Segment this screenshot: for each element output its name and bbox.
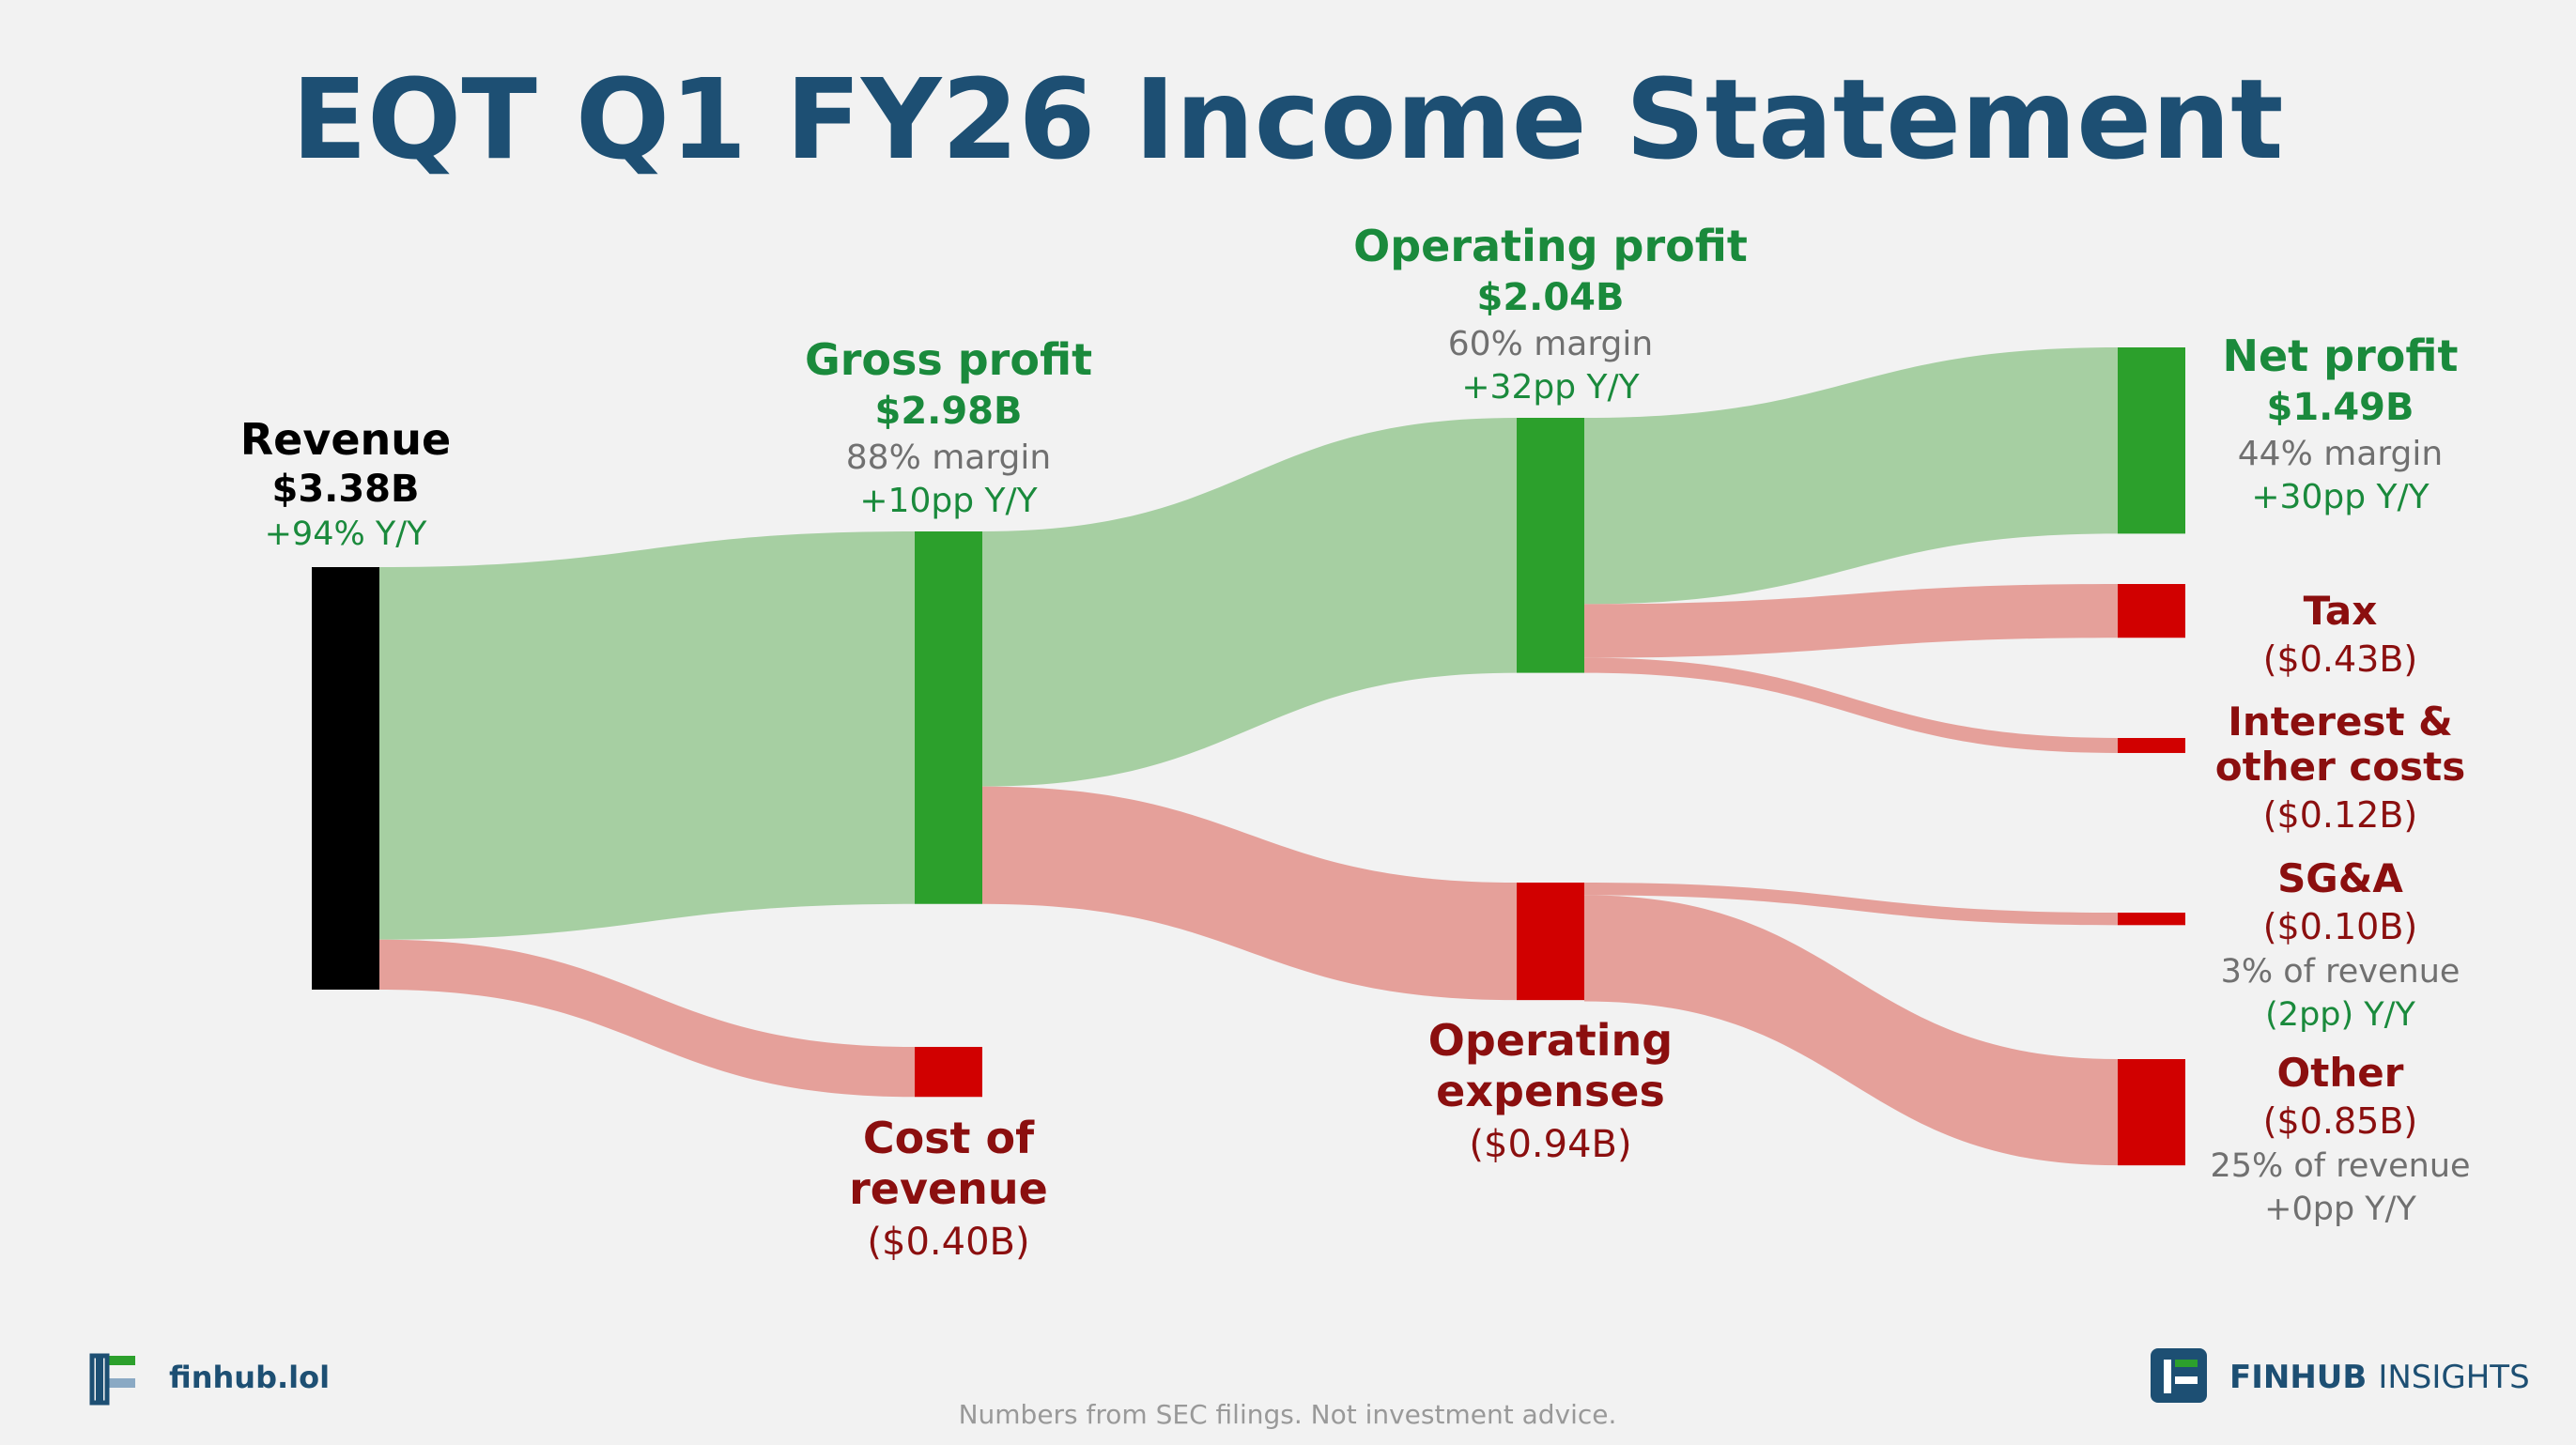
footer-disclaimer: Numbers from SEC filings. Not investment…: [959, 1399, 1617, 1430]
node-tax: [2118, 584, 2185, 638]
node-interest: [2118, 738, 2185, 753]
label-sga-value: ($0.10B): [2263, 906, 2418, 947]
link-opex-other: [1584, 895, 2118, 1166]
label-gross-yoy: +10pp Y/Y: [859, 482, 1038, 520]
label-opex-name-2: expenses: [1436, 1066, 1665, 1116]
finhub-insights-logo-icon: [2151, 1348, 2207, 1403]
node-opex: [1517, 883, 1584, 1001]
node-gross: [915, 531, 982, 904]
label-net-value: $1.49B: [2266, 386, 2414, 429]
sankey-nodes: [312, 347, 2185, 1166]
footer-site-link[interactable]: finhub.lol: [169, 1360, 330, 1395]
label-interest-name-1: Interest &: [2228, 699, 2453, 745]
label-sga-name: SG&A: [2277, 855, 2403, 901]
label-tax-name: Tax: [2304, 588, 2378, 634]
label-sga-share: 3% of revenue: [2221, 953, 2460, 991]
link-opprofit-interest: [1584, 657, 2118, 753]
label-revenue-name: Revenue: [240, 414, 452, 465]
node-revenue: [312, 567, 379, 990]
chart-title: EQT Q1 FY26 Income Statement: [291, 54, 2283, 184]
label-tax-value: ($0.43B): [2263, 638, 2418, 680]
node-sga: [2118, 913, 2185, 926]
link-gross-opprofit: [982, 418, 1517, 787]
link-opex-sga: [1584, 883, 2118, 926]
label-interest-name-2: other costs: [2215, 744, 2465, 790]
link-gross-opex: [982, 786, 1517, 1001]
footer-brand-bold: FINHUB: [2229, 1359, 2367, 1396]
label-opprofit-margin: 60% margin: [1448, 325, 1653, 363]
label-opprofit-value: $2.04B: [1476, 276, 1624, 319]
label-interest-value: ($0.12B): [2263, 794, 2418, 836]
label-opprofit-yoy: +32pp Y/Y: [1461, 368, 1640, 407]
node-other: [2118, 1059, 2185, 1166]
label-opex-name-1: Operating: [1428, 1015, 1673, 1066]
label-net-yoy: +30pp Y/Y: [2251, 478, 2429, 516]
label-revenue-yoy: +94% Y/Y: [265, 515, 427, 553]
node-opprofit: [1517, 418, 1584, 673]
label-gross-margin: 88% margin: [846, 438, 1051, 477]
label-other-name: Other: [2277, 1050, 2404, 1096]
node-cor: [915, 1047, 982, 1098]
label-opex-value: ($0.94B): [1469, 1123, 1631, 1166]
label-sga-yoy: (2pp) Y/Y: [2265, 996, 2415, 1034]
footer-brand-light: INSIGHTS: [2378, 1359, 2529, 1396]
label-other-yoy: +0pp Y/Y: [2264, 1191, 2416, 1228]
label-gross-name: Gross profit: [805, 334, 1092, 385]
link-opprofit-net: [1584, 347, 2118, 605]
sankey-links: [379, 347, 2118, 1166]
label-other-share: 25% of revenue: [2210, 1147, 2470, 1185]
sankey-labels: Revenue$3.38B +94% Y/Y Gross profit $2.98B 8…: [240, 221, 2471, 1264]
label-cor-name-2: revenue: [849, 1163, 1048, 1214]
label-revenue-value: $3.38B: [271, 468, 419, 511]
label-opprofit-name: Operating profit: [1353, 221, 1748, 271]
label-cor-value: ($0.40B): [867, 1221, 1029, 1264]
link-revenue-cor: [379, 939, 915, 1098]
link-opprofit-tax: [1584, 584, 2118, 658]
footer-brand: FINHUB INSIGHTS: [2229, 1359, 2530, 1396]
label-gross-value: $2.98B: [874, 390, 1022, 433]
finhub-logo-icon: [89, 1353, 135, 1406]
label-other-value: ($0.85B): [2263, 1100, 2418, 1142]
link-revenue-gross: [379, 531, 915, 940]
label-net-margin: 44% margin: [2238, 435, 2443, 473]
label-net-name: Net profit: [2222, 331, 2458, 381]
label-cor-name-1: Cost of: [863, 1113, 1035, 1163]
node-net: [2118, 347, 2185, 534]
